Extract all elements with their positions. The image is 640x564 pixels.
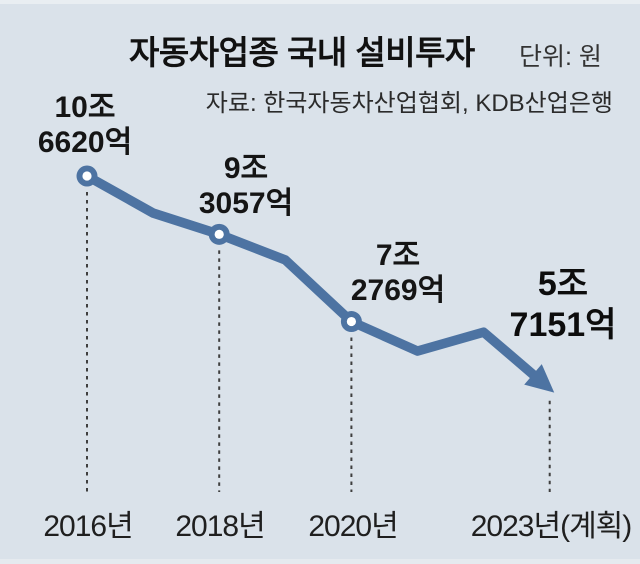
unit-label: 단위: 원: [519, 43, 602, 71]
data-label-line: 3057억: [198, 187, 294, 220]
data-label-2023: 5조 7151억: [510, 264, 617, 346]
data-label-line: 6620억: [37, 126, 133, 159]
trend-arrowhead-icon: [524, 364, 555, 393]
x-axis-label-2018: 2018년: [175, 510, 265, 543]
data-label-line: 7조: [375, 239, 421, 272]
data-label-line: 5조: [537, 265, 589, 303]
data-point-marker-center: [82, 171, 92, 181]
data-label-line: 10조: [54, 91, 116, 124]
data-point-marker-center: [346, 316, 356, 327]
x-axis-label-2023: 2023년(계획): [470, 510, 633, 543]
data-label-line: 2769억: [350, 274, 446, 307]
data-label-line: 7151억: [509, 306, 617, 344]
top-edge-highlight: [0, 0, 640, 4]
data-label-2016: 10조 6620억: [38, 90, 132, 160]
data-label-2018: 9조 3057억: [199, 151, 293, 221]
data-label-2020: 7조 2769억: [351, 238, 445, 308]
trend-line: [82, 171, 540, 381]
data-label-line: 9조: [223, 152, 269, 185]
x-axis-label-2016: 2016년: [43, 510, 133, 543]
chart-title: 자동차업종 국내 설비투자: [129, 34, 475, 71]
bottom-edge-highlight: [0, 559, 640, 564]
x-axis-label-2020: 2020년: [308, 510, 398, 543]
data-point-marker-center: [214, 229, 224, 239]
source-label: 자료: 한국자동차산업협회, KDB산업은행: [205, 90, 613, 117]
